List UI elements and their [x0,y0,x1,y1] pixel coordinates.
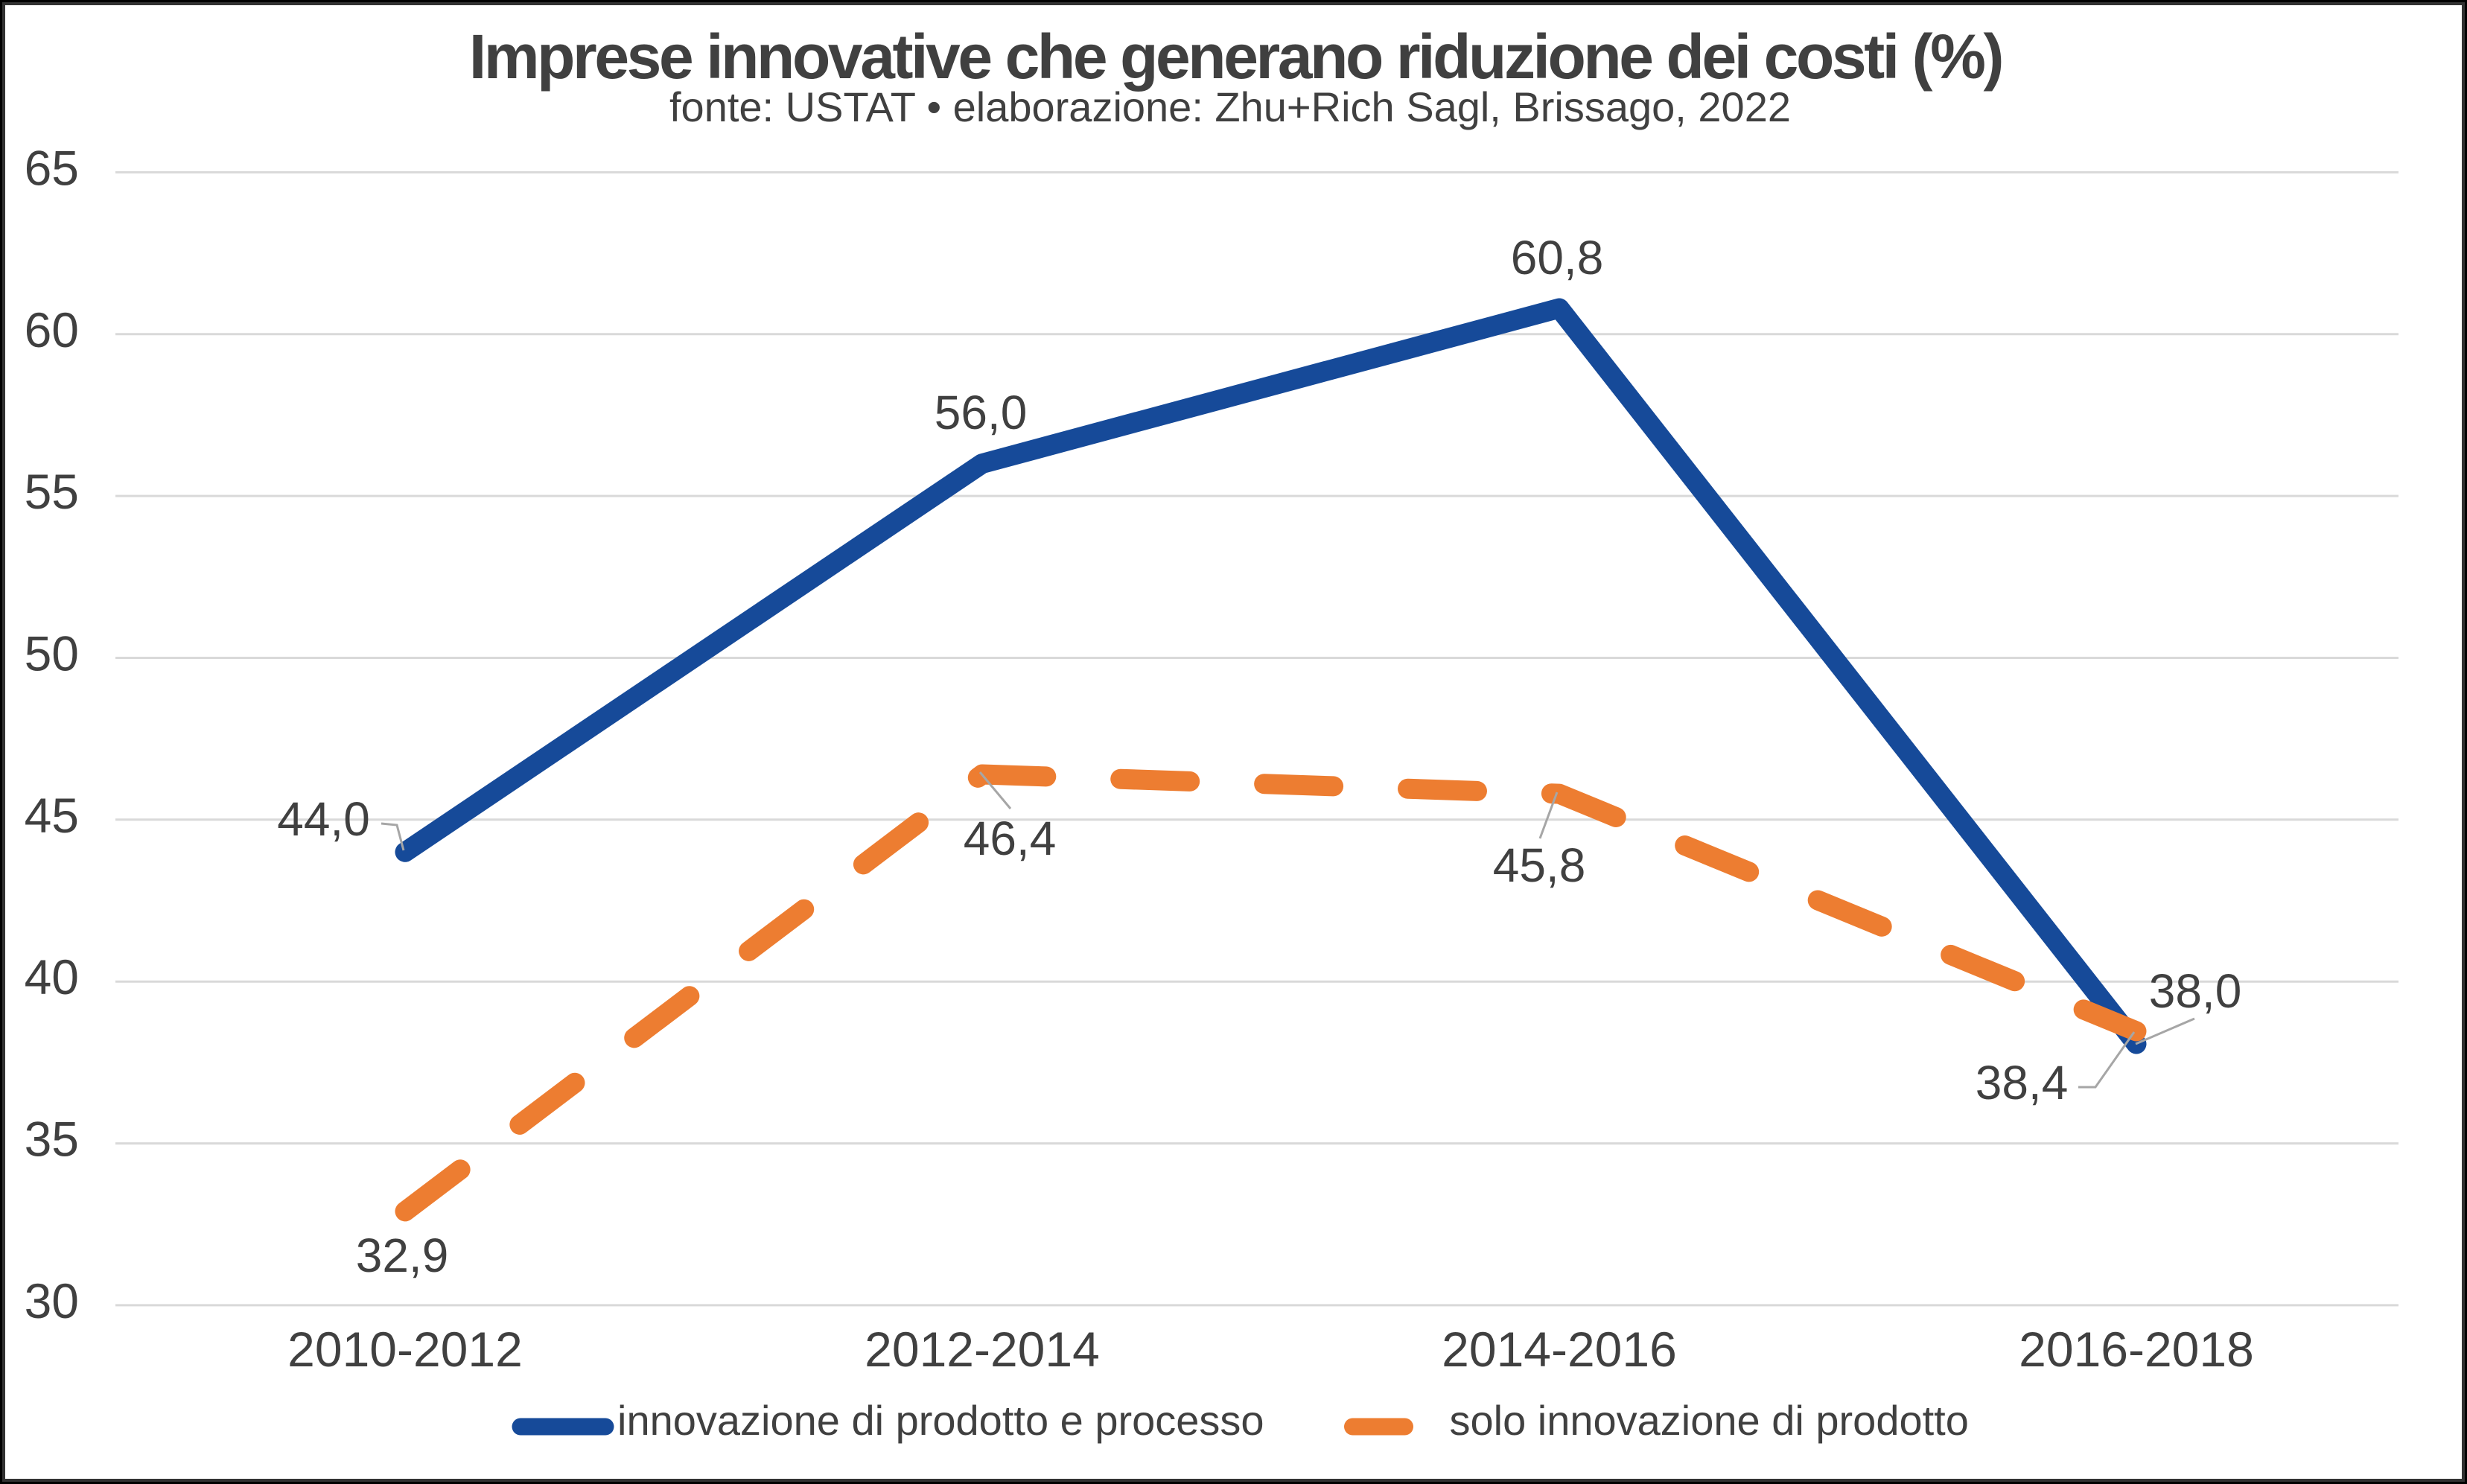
svg-text:fonte: USTAT • elaborazione: Z: fonte: USTAT • elaborazione: Zhu+Rich Sa… [669,83,1791,130]
svg-text:65: 65 [25,140,79,195]
svg-text:40: 40 [25,949,79,1004]
svg-text:45,8: 45,8 [1493,838,1586,892]
svg-text:38,4: 38,4 [1976,1056,2069,1109]
svg-text:45: 45 [25,788,79,843]
svg-text:56,0: 56,0 [935,386,1028,439]
svg-text:44,0: 44,0 [277,792,370,846]
svg-text:46,4: 46,4 [964,812,1057,865]
svg-text:2016-2018: 2016-2018 [2019,1322,2254,1377]
svg-text:60: 60 [25,302,79,357]
svg-text:32,9: 32,9 [356,1229,449,1282]
svg-text:35: 35 [25,1112,79,1167]
svg-text:innovazione di prodotto e proc: innovazione di prodotto e processo [617,1397,1264,1444]
svg-text:2014-2016: 2014-2016 [1442,1322,1677,1377]
svg-text:60,8: 60,8 [1511,231,1604,284]
svg-text:Imprese innovative che generan: Imprese innovative che generano riduzion… [469,22,2002,92]
svg-text:55: 55 [25,464,79,519]
svg-text:2010-2012: 2010-2012 [287,1322,523,1377]
svg-text:50: 50 [25,626,79,681]
svg-text:30: 30 [25,1273,79,1328]
svg-text:2012-2014: 2012-2014 [865,1322,1100,1377]
svg-text:solo innovazione di prodotto: solo innovazione di prodotto [1450,1397,1969,1444]
svg-text:38,0: 38,0 [2149,964,2242,1018]
